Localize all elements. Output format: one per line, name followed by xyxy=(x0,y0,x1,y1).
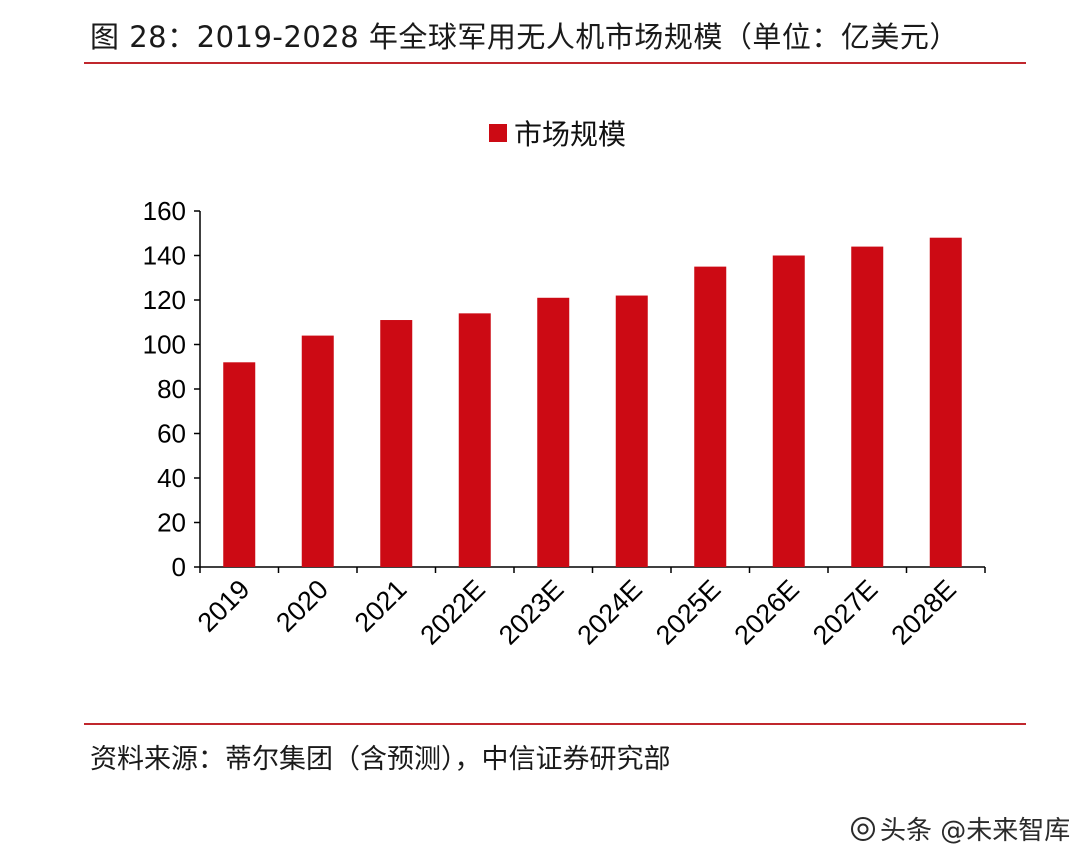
y-tick-label: 160 xyxy=(143,196,186,226)
title-rule xyxy=(84,62,1026,64)
y-tick-label: 40 xyxy=(157,463,186,493)
bar xyxy=(615,295,648,567)
bar xyxy=(851,246,884,567)
y-tick-label: 0 xyxy=(172,552,186,582)
source-note: 资料来源：蒂尔集团（含预测），中信证券研究部 xyxy=(90,744,671,775)
x-tick-label: 2022E xyxy=(415,574,491,650)
y-tick-label: 120 xyxy=(143,285,186,315)
x-tick-label: 2024E xyxy=(572,574,648,650)
x-tick-label: 2025E xyxy=(650,574,726,650)
watermark-text: 头条 @未来智库 xyxy=(880,816,1071,846)
y-tick-label: 80 xyxy=(157,374,186,404)
legend-label: 市场规模 xyxy=(514,118,626,151)
bar xyxy=(380,320,413,567)
bar xyxy=(772,255,805,567)
x-tick-label: 2027E xyxy=(807,574,883,650)
x-tick-label: 2020 xyxy=(270,574,334,638)
bar xyxy=(458,313,491,567)
x-tick-label: 2028E xyxy=(886,574,962,650)
y-tick-label: 140 xyxy=(143,241,186,271)
bar xyxy=(223,362,256,567)
x-tick-label: 2023E xyxy=(493,574,569,650)
x-tick-label: 2021 xyxy=(349,574,413,638)
bar xyxy=(537,297,570,567)
y-tick-label: 100 xyxy=(143,330,186,360)
source-rule xyxy=(84,723,1026,725)
x-tick-label: 2019 xyxy=(192,574,256,638)
watermark: 头条 @未来智库 xyxy=(850,810,1070,847)
y-tick-label: 20 xyxy=(157,508,186,538)
figure-title: 图 28：2019-2028 年全球军用无人机市场规模（单位：亿美元） xyxy=(90,20,959,54)
bar xyxy=(301,335,334,567)
at-sign-icon xyxy=(850,816,876,842)
x-tick-label: 2026E xyxy=(729,574,805,650)
legend-swatch xyxy=(489,124,507,142)
y-tick-label: 60 xyxy=(157,419,186,449)
bar xyxy=(694,266,727,567)
bar xyxy=(929,237,962,567)
